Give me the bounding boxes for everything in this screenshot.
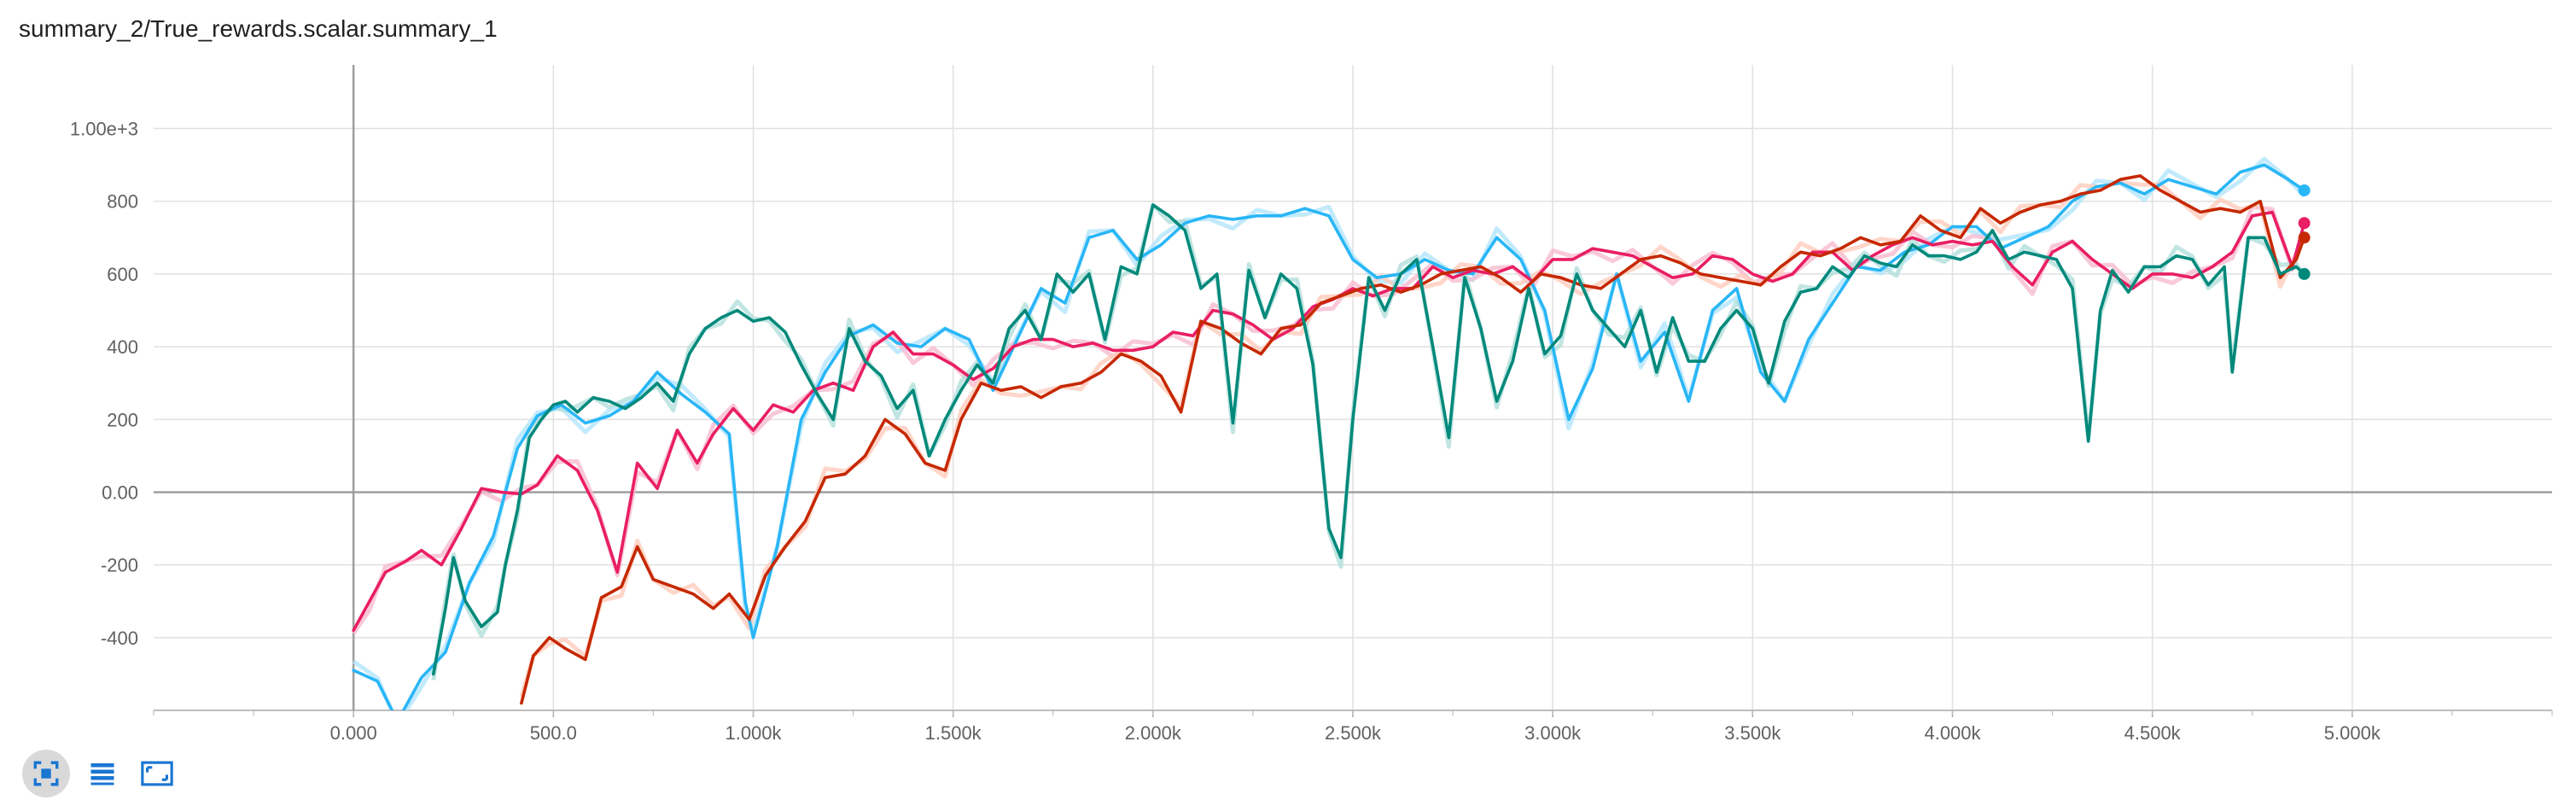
series-end-marker (2298, 217, 2311, 230)
raw-series-line (352, 204, 2306, 635)
series-end-markers (2298, 184, 2311, 280)
y-tick-label: 600 (107, 264, 138, 285)
x-tick-label: 2.000k (1125, 722, 1182, 744)
x-tick-label: 4.000k (1924, 722, 1981, 744)
grid (154, 65, 2552, 710)
series-end-marker (2298, 184, 2311, 196)
series-end-marker (2298, 267, 2311, 280)
smoothed-series-layer (352, 163, 2306, 710)
x-tick-label: 3.500k (1724, 722, 1781, 744)
x-tick-label: 0.000 (330, 722, 377, 744)
fit-domain-icon (33, 761, 59, 786)
series-line (432, 203, 2306, 676)
x-tick-label: 4.500k (2124, 722, 2182, 744)
x-tick-label: 5.000k (2324, 722, 2381, 744)
x-tick-label: 3.000k (1524, 722, 1582, 744)
y-tick-label: 1.00e+3 (70, 119, 138, 140)
y-tick-label: 200 (107, 409, 138, 430)
toggle-size-icon (141, 761, 173, 786)
y-tick-label: -400 (101, 628, 138, 649)
fit-domain-button[interactable] (22, 750, 70, 797)
series-line (520, 174, 2306, 705)
x-tick-label: 2.500k (1325, 722, 1382, 744)
x-tick-label: 500.0 (530, 722, 577, 744)
y-tick-label: -200 (101, 555, 138, 576)
y-tick-label: 0.00 (102, 482, 138, 503)
log-scale-button[interactable] (79, 750, 126, 797)
series-end-marker (2298, 231, 2311, 244)
toggle-size-button[interactable] (133, 750, 181, 797)
chart-title: summary_2/True_rewards.scalar.summary_1 (19, 15, 498, 42)
x-tick-label: 1.500k (925, 722, 982, 744)
y-tick-labels: -400 -200 0.00 200 400 600 800 1.00e+3 (70, 119, 138, 649)
x-tick-label: 1.000k (725, 722, 782, 744)
y-tick-label: 400 (107, 336, 138, 358)
axes (153, 65, 2553, 717)
x-tick-labels: 0.000 500.0 1.000k 1.500k 2.000k 2.500k 3.000k… (330, 722, 2381, 744)
log-scale-icon (90, 763, 114, 786)
y-tick-label: 800 (107, 191, 138, 213)
